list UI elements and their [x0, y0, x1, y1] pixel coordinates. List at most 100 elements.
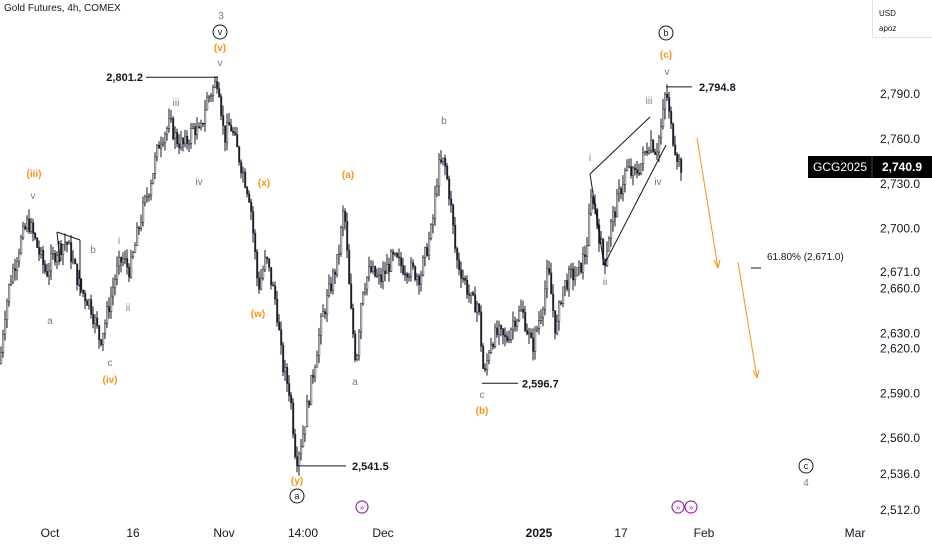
arrow-head-2a[interactable] — [752, 369, 758, 379]
candle — [502, 328, 505, 345]
candle — [0, 346, 3, 365]
candle — [106, 301, 109, 328]
candle — [402, 258, 405, 276]
candle — [574, 266, 577, 286]
event-icon[interactable]: » — [355, 500, 369, 514]
candle — [10, 275, 13, 287]
arrow-head-1b[interactable] — [717, 259, 721, 269]
arrow-head-2b[interactable] — [756, 369, 760, 379]
candle — [320, 313, 323, 345]
triangle-left[interactable] — [56, 231, 61, 263]
candle — [620, 186, 623, 200]
wave-label-orange: (a) — [342, 170, 354, 181]
candle — [394, 252, 397, 257]
candle — [530, 328, 533, 339]
candle — [540, 309, 543, 325]
candle — [246, 185, 249, 198]
candle — [326, 289, 329, 322]
candle — [368, 256, 371, 282]
candle — [634, 163, 637, 176]
candle — [112, 277, 115, 306]
currency-box[interactable]: USD apoz — [872, 0, 932, 38]
candle — [462, 269, 465, 283]
projection-arrow-1[interactable] — [696, 137, 719, 269]
candle — [552, 284, 555, 318]
event-icon[interactable]: » — [684, 500, 698, 514]
candle — [376, 268, 379, 279]
candle — [342, 205, 345, 237]
candle — [364, 282, 367, 296]
candle — [586, 236, 589, 265]
candle — [352, 303, 355, 338]
candle — [640, 163, 643, 176]
candle — [236, 127, 239, 148]
candle — [298, 451, 301, 476]
projection-arrow-2[interactable] — [737, 261, 758, 379]
candle — [232, 127, 235, 136]
x-tick-label: 16 — [126, 526, 140, 540]
candle — [332, 268, 335, 295]
candle — [520, 299, 523, 312]
candle — [392, 248, 395, 262]
candle — [330, 276, 333, 294]
candle — [138, 225, 141, 236]
wedge-left[interactable] — [589, 173, 605, 266]
candle — [480, 305, 483, 352]
event-icon[interactable]: » — [671, 500, 685, 514]
candle — [444, 154, 447, 176]
currency-label: USD — [879, 9, 896, 18]
candle — [354, 330, 357, 363]
wave-label-minor: ii — [126, 303, 130, 314]
x-tick-label: Nov — [213, 526, 234, 540]
candle — [166, 126, 169, 141]
candle — [344, 208, 347, 230]
triangle-top[interactable] — [56, 231, 81, 241]
candle — [506, 331, 509, 344]
arrow-head-1a[interactable] — [713, 259, 719, 269]
wave-label-orange: (b) — [476, 406, 489, 417]
candle — [556, 314, 559, 336]
candle — [534, 326, 537, 360]
candle — [182, 136, 185, 152]
x-tick-label: 17 — [614, 526, 628, 540]
candle — [188, 139, 191, 153]
candle — [448, 175, 451, 206]
candle — [234, 126, 237, 137]
candle — [390, 249, 393, 273]
candle — [46, 263, 49, 278]
candle — [572, 262, 575, 291]
candle — [288, 375, 291, 402]
candle — [366, 276, 369, 296]
candle — [340, 225, 343, 257]
candle — [18, 248, 21, 268]
candle — [522, 300, 525, 319]
candle — [372, 260, 375, 275]
wedge-upper[interactable] — [589, 116, 651, 175]
candle — [536, 325, 539, 333]
wave-label-minor: iii — [173, 98, 180, 109]
candle — [60, 239, 63, 261]
candle — [606, 241, 609, 268]
candle — [650, 130, 653, 154]
wave-label-minor: i — [589, 153, 591, 164]
candle — [160, 136, 163, 158]
chart-title: Gold Futures, 4h, COMEX — [4, 3, 121, 14]
candle — [140, 214, 143, 232]
candle — [66, 241, 69, 253]
wave-label-minor: 3 — [218, 11, 224, 22]
candle — [152, 173, 155, 185]
candle — [508, 330, 511, 344]
candle — [346, 212, 349, 259]
candle — [12, 263, 15, 284]
wedge-lower[interactable] — [603, 144, 667, 266]
candle — [16, 257, 19, 281]
ticker-badge[interactable]: GCG2025 2,740.9 — [808, 156, 932, 178]
wave-label-minor: b — [441, 116, 447, 127]
candle — [204, 99, 207, 132]
candle — [252, 206, 255, 243]
candle — [208, 94, 211, 103]
candle — [348, 244, 351, 285]
candle — [88, 298, 91, 310]
candle — [636, 161, 639, 179]
